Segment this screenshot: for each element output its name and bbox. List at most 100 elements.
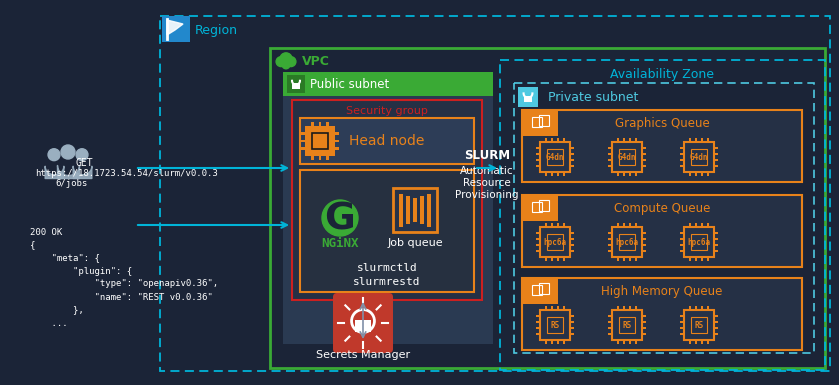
Bar [714, 327, 718, 329]
Text: "type": "openapiv0.36",: "type": "openapiv0.36", [30, 280, 218, 288]
Text: R5: R5 [623, 320, 632, 330]
Text: G4dn: G4dn [690, 152, 708, 161]
Circle shape [76, 149, 88, 161]
Bar [695, 340, 697, 344]
Bar [635, 306, 638, 310]
Bar [547, 234, 563, 250]
Bar [684, 142, 714, 172]
Bar [617, 340, 619, 344]
Bar [701, 340, 703, 344]
Bar [557, 340, 560, 344]
Bar [714, 250, 718, 252]
Text: Private subnet: Private subnet [548, 90, 638, 104]
Bar [540, 142, 570, 172]
Bar [545, 340, 547, 344]
Bar [550, 223, 553, 227]
Bar [547, 317, 563, 333]
Bar [701, 138, 703, 142]
Bar [524, 96, 533, 102]
Bar [530, 283, 544, 297]
Bar [518, 87, 538, 107]
Bar [545, 223, 547, 227]
Text: hpc6a: hpc6a [616, 238, 638, 246]
Text: "name": "REST v0.0.36": "name": "REST v0.0.36" [30, 293, 213, 301]
Text: Automatic
Resource
Provisioning: Automatic Resource Provisioning [456, 166, 519, 201]
Bar [684, 310, 714, 340]
Text: Job queue: Job queue [387, 238, 443, 248]
Text: ...: ... [30, 318, 68, 328]
Text: Graphics Queue: Graphics Queue [615, 117, 710, 129]
Bar [536, 315, 540, 317]
Bar [714, 244, 718, 246]
Bar [335, 147, 339, 150]
Bar [706, 138, 709, 142]
Bar [557, 138, 560, 142]
Bar [695, 138, 697, 142]
Bar [311, 156, 314, 160]
Text: G: G [325, 201, 356, 237]
Bar [635, 172, 638, 176]
Bar [690, 149, 707, 165]
Bar [642, 321, 646, 323]
Bar [570, 147, 574, 149]
Bar [335, 140, 339, 142]
Bar [628, 138, 631, 142]
Bar [628, 306, 631, 310]
Bar [540, 310, 570, 340]
Bar [570, 333, 574, 335]
Bar [514, 83, 814, 353]
Bar [393, 188, 437, 232]
Bar [695, 223, 697, 227]
Bar [287, 75, 305, 93]
Bar [160, 16, 830, 371]
Bar [680, 333, 684, 335]
Bar [642, 153, 646, 155]
Bar [300, 170, 474, 292]
Bar [684, 227, 714, 257]
Bar [607, 333, 612, 335]
Bar [642, 232, 646, 234]
Bar [283, 72, 493, 96]
Bar [536, 232, 540, 234]
Bar [680, 153, 684, 155]
Bar [701, 257, 703, 261]
Bar [612, 310, 642, 340]
Bar [545, 138, 547, 142]
Bar [536, 147, 540, 149]
Bar [607, 250, 612, 252]
Bar [550, 340, 553, 344]
Bar [500, 60, 825, 370]
Bar [642, 333, 646, 335]
Bar [706, 223, 709, 227]
Bar [557, 257, 560, 261]
Bar [563, 172, 565, 176]
Bar [680, 244, 684, 246]
Circle shape [280, 53, 292, 65]
Bar [623, 257, 625, 261]
Bar [623, 340, 625, 344]
Bar [530, 115, 544, 129]
Bar [695, 257, 697, 261]
Bar [522, 278, 802, 350]
Bar [550, 257, 553, 261]
Text: },: }, [30, 306, 84, 315]
Bar [545, 172, 547, 176]
Bar [550, 138, 553, 142]
Bar [689, 306, 691, 310]
Bar [292, 100, 482, 300]
Circle shape [286, 57, 296, 67]
Bar [642, 315, 646, 317]
Bar [680, 147, 684, 149]
Text: GET: GET [75, 158, 92, 168]
Bar [536, 244, 540, 246]
Circle shape [282, 61, 289, 69]
Bar [283, 72, 493, 344]
Bar [689, 340, 691, 344]
Bar [536, 238, 540, 240]
Text: Security group: Security group [346, 106, 428, 116]
Bar [319, 122, 321, 126]
Bar [536, 153, 540, 155]
Bar [540, 227, 570, 257]
Bar [406, 196, 409, 224]
Bar [607, 244, 612, 246]
